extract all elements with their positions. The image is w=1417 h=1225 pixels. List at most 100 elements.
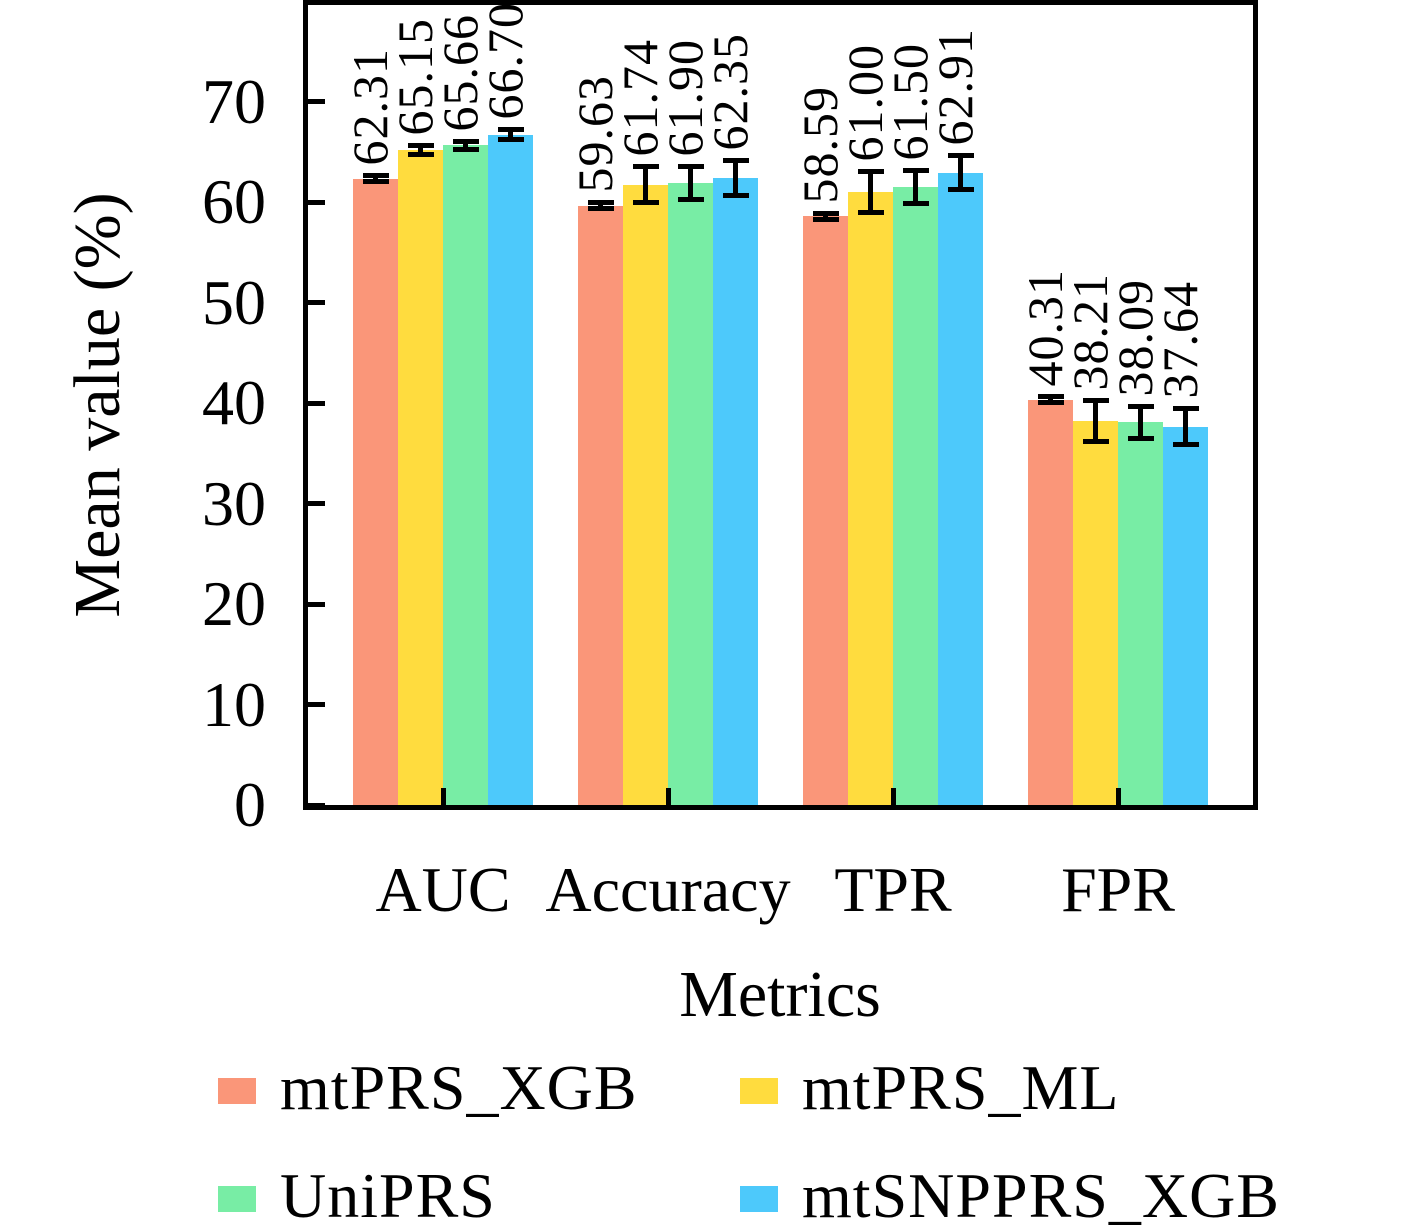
error-bar-cap-bottom: [497, 137, 524, 143]
x-axis-tick: [440, 788, 446, 805]
value-label: 66.70: [476, 2, 533, 120]
category-label-fpr: FPR: [1061, 854, 1175, 925]
error-bar-cap-bottom: [452, 146, 479, 152]
y-tick-label: 60: [202, 166, 266, 237]
error-bar-line: [823, 213, 828, 220]
error-bar-cap-bottom: [632, 200, 659, 206]
y-axis-tick: [308, 601, 325, 607]
error-bar-cap-top: [812, 210, 839, 216]
value-label: 37.64: [1151, 281, 1208, 399]
error-bar-cap-bottom: [1082, 438, 1109, 444]
error-bar-line: [598, 202, 603, 209]
x-axis-tick: [665, 788, 671, 805]
legend-swatch-mtsnpprs_xgb: [740, 1186, 778, 1212]
y-axis-tick: [308, 99, 325, 104]
error-bar-line: [733, 160, 738, 196]
error-bar-cap-bottom: [722, 193, 749, 199]
bar-mtsnpprs_xgb-accuracy: [713, 178, 758, 805]
legend-item-mtprs_xgb: mtPRS_XGB: [218, 1052, 638, 1123]
error-bar-line: [1093, 400, 1098, 442]
error-bar-line: [463, 141, 468, 150]
y-axis-tick: [308, 802, 325, 808]
error-bar-cap-top: [587, 200, 614, 206]
y-tick-label: 30: [202, 467, 266, 539]
error-bar-cap-top: [1037, 394, 1064, 400]
error-bar-line: [418, 145, 423, 155]
category-label-accuracy: Accuracy: [545, 854, 791, 925]
error-bar-line: [958, 155, 963, 190]
error-bar-cap-top: [677, 163, 704, 169]
x-axis-title: Metrics: [679, 958, 881, 1031]
y-tick-label: 70: [202, 65, 266, 137]
y-axis-tick: [308, 199, 325, 205]
error-bar-cap-top: [407, 143, 434, 149]
bar-mtprs_xgb-auc: [353, 178, 398, 805]
legend-swatch-mtprs_ml: [740, 1078, 778, 1104]
y-axis-tick: [308, 400, 325, 406]
bar-uniprs-fpr: [1118, 422, 1163, 805]
error-bar-cap-bottom: [1037, 400, 1064, 406]
bar-mtprs_ml-accuracy: [623, 184, 668, 805]
legend-label-mtprs_ml: mtPRS_ML: [802, 1052, 1120, 1123]
bar-mtsnpprs_xgb-tpr: [938, 172, 983, 805]
y-axis-tick: [308, 501, 325, 506]
error-bar-cap-top: [1127, 403, 1154, 409]
value-label: 62.91: [926, 28, 983, 146]
error-bar-cap-top: [362, 173, 389, 179]
bar-mtprs_ml-auc: [398, 150, 443, 805]
bar-mtsnpprs_xgb-fpr: [1163, 426, 1208, 805]
error-bar-line: [373, 175, 378, 182]
y-tick-label: 50: [202, 266, 266, 338]
legend-swatch-mtprs_xgb: [218, 1078, 256, 1104]
legend-swatch-uniprs: [218, 1186, 256, 1212]
y-tick-label: 10: [202, 668, 266, 740]
category-label-auc: AUC: [375, 854, 511, 925]
error-bar-cap-bottom: [902, 200, 929, 206]
error-bar-cap-bottom: [407, 152, 434, 158]
bar-mtprs_xgb-accuracy: [578, 205, 623, 805]
error-bar-line: [1183, 408, 1188, 445]
error-bar-cap-top: [497, 127, 524, 133]
error-bar-cap-bottom: [362, 179, 389, 185]
error-bar-cap-bottom: [812, 216, 839, 222]
error-bar-cap-top: [947, 153, 974, 159]
y-tick-label: 0: [234, 769, 266, 840]
error-bar-cap-bottom: [587, 206, 614, 212]
bar-uniprs-tpr: [893, 186, 938, 805]
bar-mtprs_xgb-tpr: [803, 216, 848, 805]
error-bar-cap-top: [722, 158, 749, 164]
error-bar-line: [1138, 406, 1143, 439]
bar-mtprs_ml-fpr: [1073, 420, 1118, 805]
error-bar-cap-top: [632, 163, 659, 169]
error-bar-cap-top: [452, 138, 479, 144]
legend-label-mtprs_xgb: mtPRS_XGB: [280, 1052, 638, 1123]
y-tick-label: 20: [202, 568, 266, 639]
error-bar-line: [913, 170, 918, 203]
legend-item-mtsnpprs_xgb: mtSNPPRS_XGB: [740, 1160, 1280, 1225]
bar-mtprs_xgb-fpr: [1028, 399, 1073, 805]
legend-label-uniprs: UniPRS: [280, 1160, 496, 1225]
bar-mtsnpprs_xgb-auc: [488, 134, 533, 805]
legend-item-uniprs: UniPRS: [218, 1160, 496, 1225]
error-bar-cap-top: [857, 169, 884, 175]
error-bar-line: [868, 171, 873, 213]
error-bar-line: [688, 166, 693, 200]
error-bar-cap-bottom: [1172, 442, 1199, 448]
error-bar-cap-top: [1082, 398, 1109, 404]
error-bar-cap-top: [1172, 406, 1199, 412]
y-tick-label: 40: [202, 367, 266, 438]
legend-item-mtprs_ml: mtPRS_ML: [740, 1052, 1120, 1123]
y-axis-tick: [308, 300, 325, 305]
error-bar-cap-bottom: [947, 187, 974, 193]
category-label-tpr: TPR: [834, 854, 952, 925]
bar-uniprs-auc: [443, 145, 488, 805]
x-axis-tick: [1115, 788, 1121, 805]
error-bar-cap-top: [902, 168, 929, 174]
error-bar-line: [1048, 396, 1053, 403]
bar-mtprs_ml-tpr: [848, 191, 893, 805]
legend-label-mtsnpprs_xgb: mtSNPPRS_XGB: [802, 1160, 1280, 1225]
error-bar-line: [643, 166, 648, 203]
error-bar-cap-bottom: [677, 196, 704, 202]
error-bar-cap-bottom: [1127, 435, 1154, 441]
